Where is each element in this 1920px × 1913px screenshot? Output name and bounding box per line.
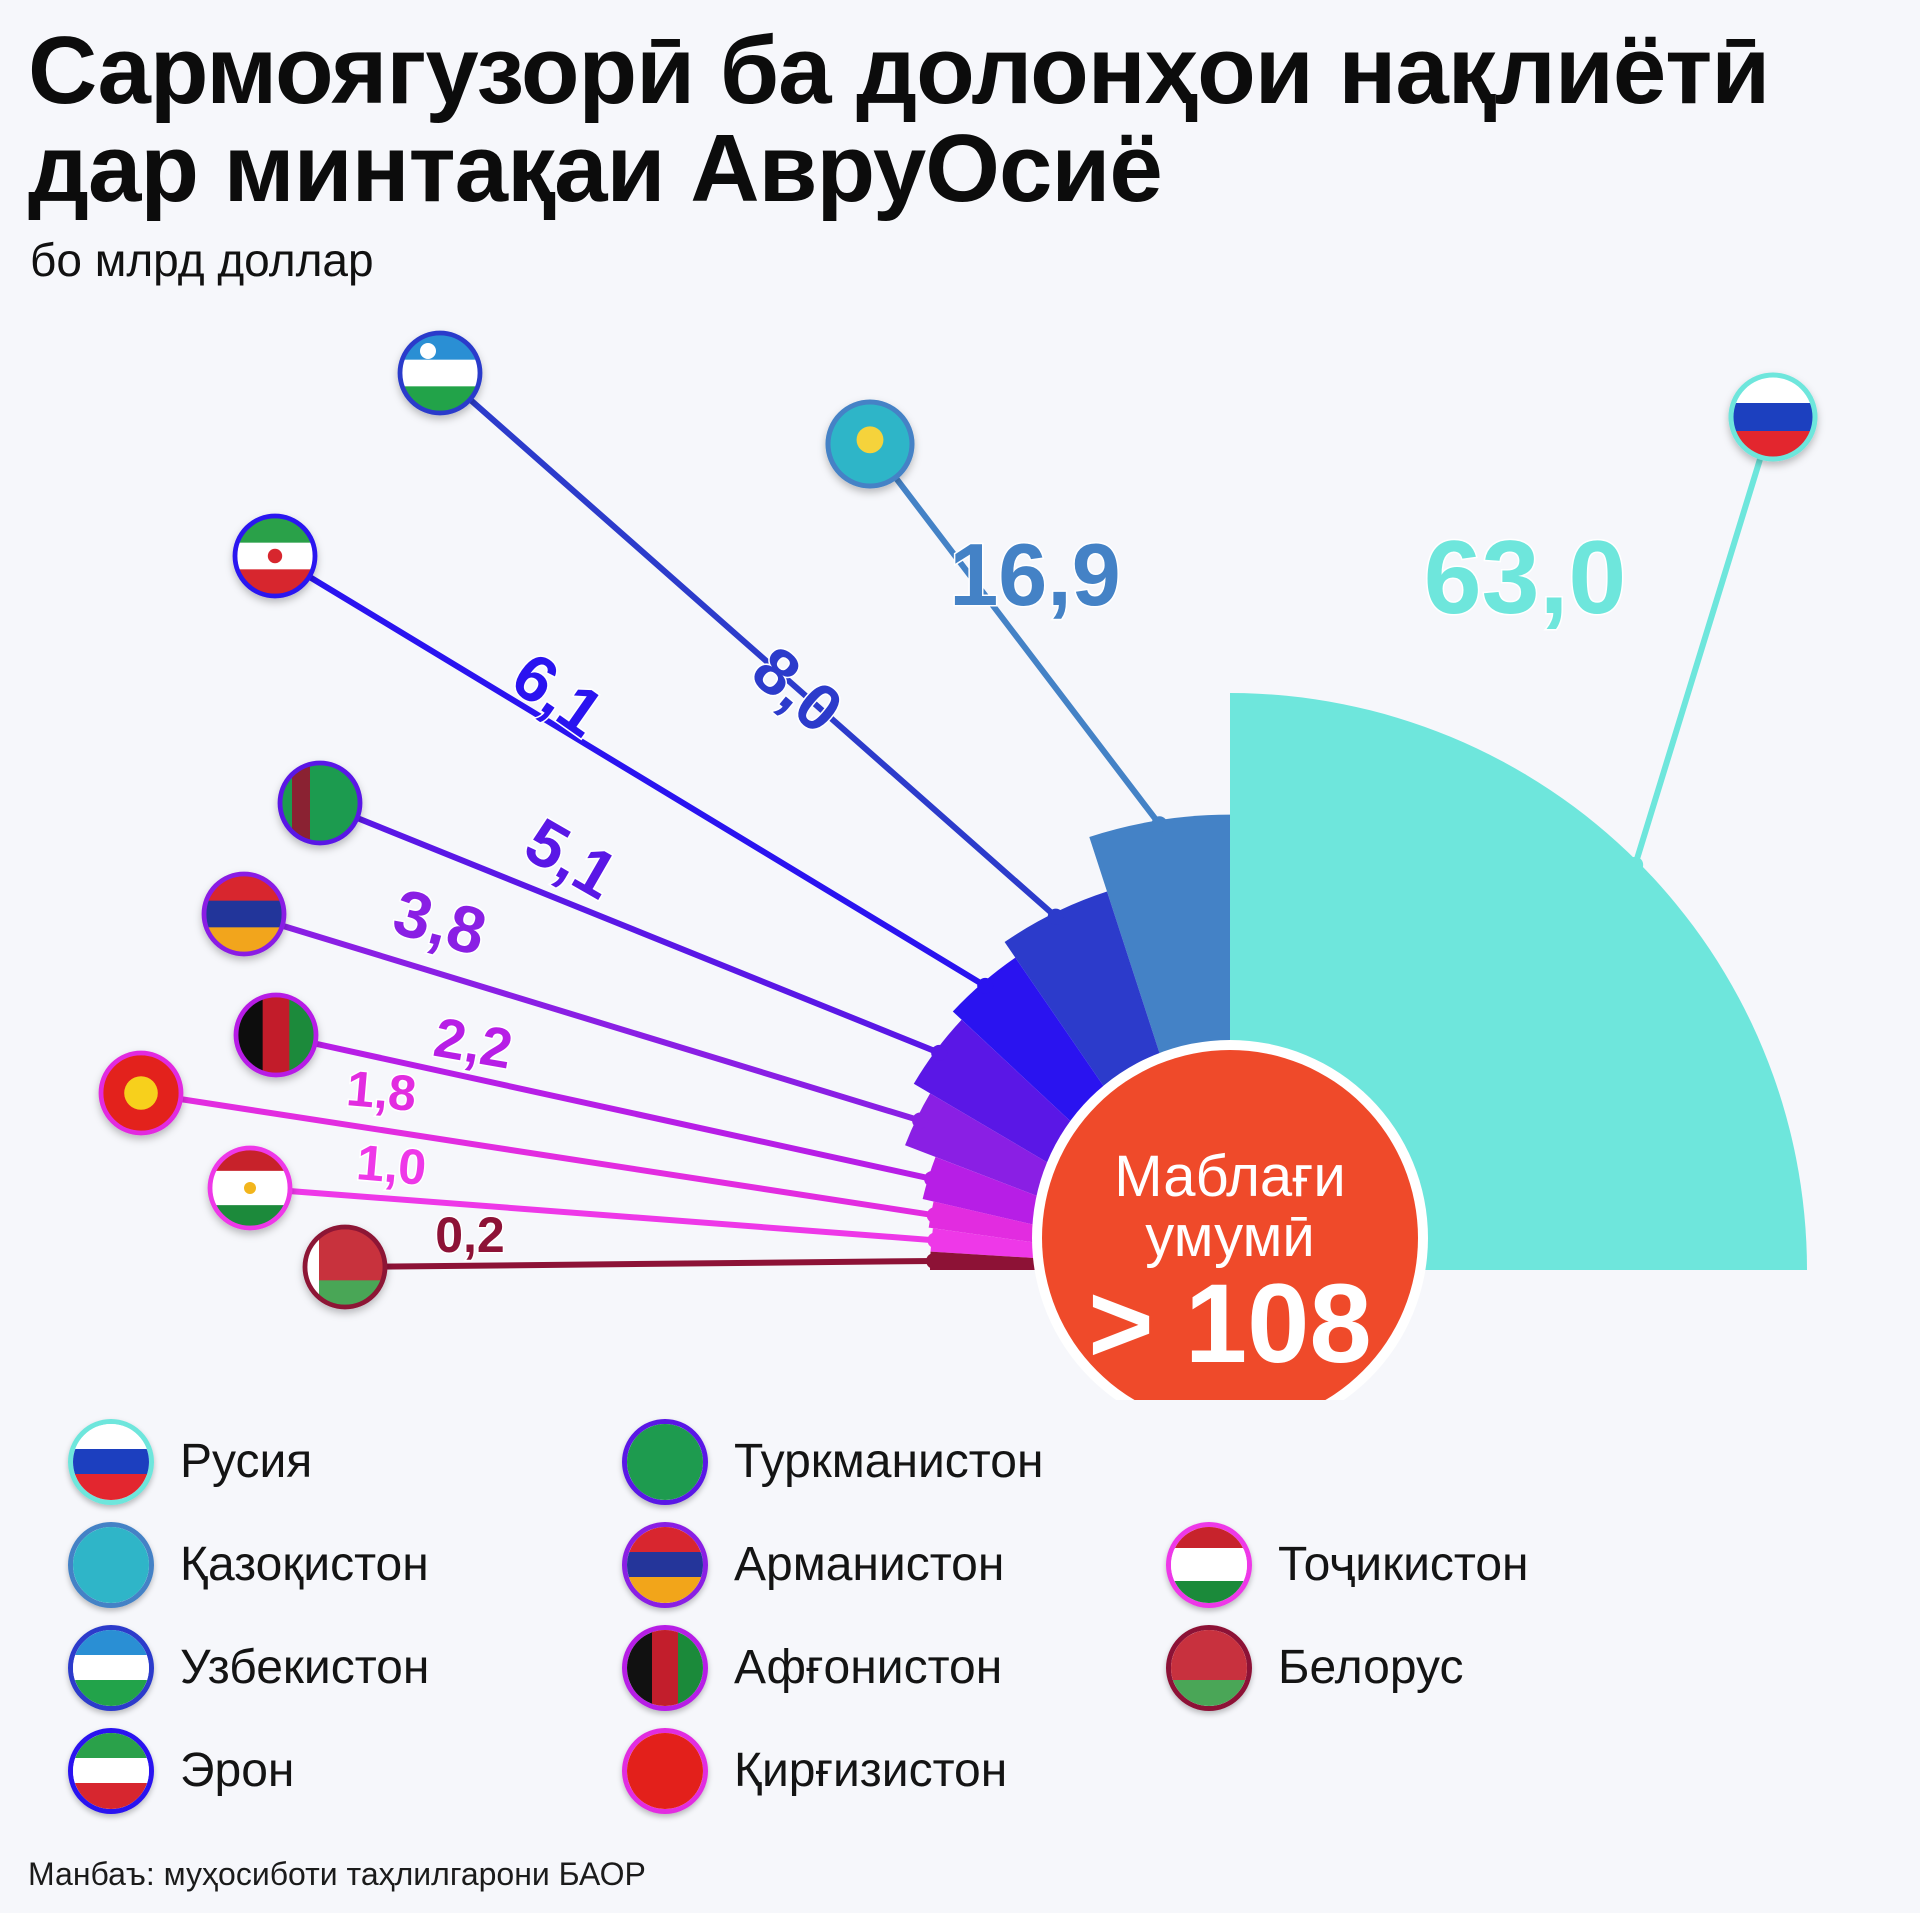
value-label-4: 5,1 <box>513 803 629 913</box>
legend-label: Қазоқистон <box>180 1538 429 1591</box>
value-label-1: 16,9 <box>949 525 1120 624</box>
legend-item: Қирғизистон <box>622 1719 1043 1822</box>
leader-line-2 <box>437 370 1059 920</box>
total-label-line1: Маблағи <box>1114 1144 1346 1209</box>
leader-line-4 <box>317 800 943 1056</box>
leader-line-3 <box>272 553 989 989</box>
page-subtitle: бо млрд доллар <box>30 234 374 286</box>
leader-dot-3 <box>977 977 994 994</box>
legend-item: Белорус <box>1166 1616 1529 1719</box>
tajikistan-flag-icon <box>1166 1521 1252 1608</box>
tajikistan-flag-icon <box>207 1145 293 1231</box>
leader-dot-9 <box>926 1252 943 1269</box>
value-label-7: 1,8 <box>344 1060 418 1122</box>
leader-line-5 <box>241 911 924 1124</box>
iran-flag-icon <box>232 513 318 599</box>
leader-line-1 <box>867 441 1163 828</box>
legend-label: Афғонистон <box>734 1641 1003 1694</box>
legend-label: Узбекистон <box>180 1641 430 1694</box>
legend-label: Русия <box>180 1435 313 1488</box>
value-label-5: 3,8 <box>386 874 494 969</box>
kyrgyzstan-flag-icon <box>98 1050 184 1136</box>
value-label-0: 63,0 <box>1424 520 1626 636</box>
legend-label: Тоҷикистон <box>1278 1538 1529 1591</box>
leader-dot-4 <box>931 1044 948 1061</box>
turkmenistan-flag-icon <box>277 760 363 846</box>
leader-dot-8 <box>927 1232 944 1249</box>
legend-label: Эрон <box>180 1744 295 1797</box>
legend-item: Қазоқистон <box>68 1513 429 1616</box>
leader-line-8 <box>247 1185 939 1244</box>
legend: Русия Қазоқистон Узбекистон Эрон Туркманист… <box>0 1410 1920 1830</box>
total-value: > 108 <box>1088 1261 1371 1386</box>
leader-dot-1 <box>1151 816 1168 833</box>
leader-dot-2 <box>1047 908 1064 925</box>
leader-line-6 <box>273 1032 936 1182</box>
legend-item: Тоҷикистон <box>1166 1513 1529 1616</box>
legend-item: Афғонистон <box>622 1616 1043 1719</box>
belarus-flag-icon <box>1166 1624 1252 1711</box>
belarus-flag-icon <box>302 1224 388 1310</box>
afghanistan-flag-icon <box>622 1624 708 1711</box>
uzbekistan-flag-icon <box>68 1624 154 1711</box>
armenia-flag-icon <box>622 1521 708 1608</box>
russia-flag-icon <box>1728 372 1818 462</box>
iran-flag-icon <box>68 1727 154 1814</box>
kyrgyzstan-flag-icon <box>622 1727 708 1814</box>
page-title: Сармоягузорӣ ба долонҳои нақлиётӣ дар ми… <box>28 17 1770 222</box>
legend-label: Белорус <box>1278 1641 1464 1694</box>
legend-item: Туркманистон <box>622 1410 1043 1513</box>
leader-dot-7 <box>926 1207 943 1224</box>
investment-polar-chart: 63,016,98,06,15,13,82,21,81,00,2 Маблағи… <box>98 330 1818 1400</box>
total-label-line2: умумӣ <box>1145 1204 1315 1269</box>
leader-dot-5 <box>912 1112 929 1129</box>
value-label-9: 0,2 <box>435 1207 505 1263</box>
legend-label: Туркманистон <box>734 1435 1044 1488</box>
turkmenistan-flag-icon <box>622 1418 708 1505</box>
legend-item: Арманистон <box>622 1513 1043 1616</box>
uzbekistan-flag-icon <box>397 330 483 416</box>
legend-item: Русия <box>68 1410 429 1513</box>
leader-line-9 <box>342 1257 938 1270</box>
legend-item: Эрон <box>68 1719 429 1822</box>
leader-line-7 <box>138 1090 938 1219</box>
armenia-flag-icon <box>201 871 287 957</box>
leader-line-0 <box>1632 414 1776 868</box>
legend-label: Қирғизистон <box>734 1744 1008 1797</box>
afghanistan-flag-icon <box>233 992 319 1078</box>
kazakhstan-flag-icon <box>68 1521 154 1608</box>
total-circle: Маблағи умумӣ > 108 <box>1032 1040 1428 1400</box>
value-label-8: 1,0 <box>354 1134 428 1196</box>
leader-dot-6 <box>924 1170 941 1187</box>
russia-flag-icon <box>68 1418 154 1505</box>
value-label-6: 2,2 <box>430 1005 518 1081</box>
source-note: Манбаъ: муҳосиботи таҳлилгарони БАОР <box>28 1856 646 1892</box>
value-label-3: 6,1 <box>499 638 617 751</box>
leader-dot-0 <box>1627 856 1644 873</box>
legend-label: Арманистон <box>734 1538 1005 1591</box>
legend-item: Узбекистон <box>68 1616 429 1719</box>
kazakhstan-flag-icon <box>825 399 915 489</box>
